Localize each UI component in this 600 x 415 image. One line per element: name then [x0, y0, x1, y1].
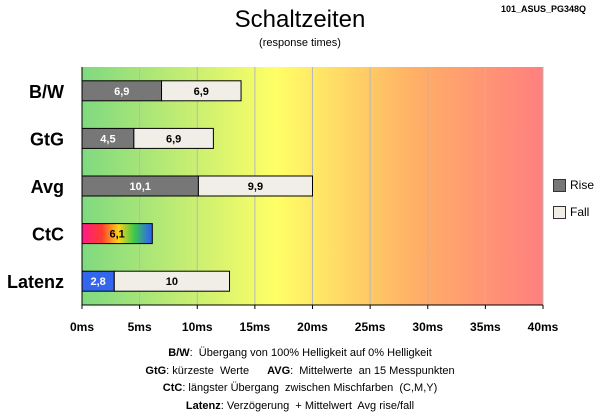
- footnote-text: : kürzeste Werte: [166, 364, 250, 377]
- legend-label-rise: Rise: [570, 178, 595, 192]
- category-label: GtG: [30, 129, 64, 149]
- figure-id: 101_ASUS_PG348Q: [500, 4, 586, 14]
- footnote-key: B/W: [168, 347, 190, 359]
- category-label: Latenz: [7, 272, 64, 292]
- footnote-ctc: CtC: längster Übergang zwischen Mischfar…: [0, 380, 600, 398]
- bar-rise: [81, 223, 153, 245]
- x-tick-label: 10ms: [182, 320, 213, 334]
- legend-swatch-fall: [553, 205, 566, 219]
- footnote-text: : längster Übergang zwischen Mischfarben…: [182, 382, 438, 394]
- response-time-chart: 0ms 5ms 10ms 15ms 20ms 25ms 30ms 35ms 40ms B/W 6,9…: [7, 67, 559, 334]
- bar-fall-label: 6,9: [194, 86, 209, 98]
- footnote-text: : Übergang von 100% Helligkeit auf 0% He…: [189, 347, 432, 359]
- bar-fall: [161, 80, 242, 102]
- bar-fall: [133, 127, 214, 149]
- bar-fall: [113, 270, 231, 292]
- footnote-key: GtG: [145, 364, 167, 377]
- x-tick-label: 5ms: [128, 320, 152, 334]
- bar-rise-label: 6,1: [110, 229, 125, 241]
- bar-rise-label: 2,8: [90, 276, 105, 288]
- legend-swatch-rise: [553, 178, 566, 192]
- footnote-gtg-avg: GtG: kürzeste Werte AVG: Mittelwerte an 1…: [0, 363, 600, 381]
- footnote-key: Latenz: [185, 399, 221, 412]
- footnote-bw: B/W: Übergang von 100% Helligkeit auf 0%…: [0, 345, 600, 363]
- legend-label-fall: Fall: [570, 205, 590, 219]
- x-tick-label: 35ms: [470, 320, 501, 334]
- bar-rise-label: 6,9: [114, 86, 129, 98]
- bar-fall-label: 9,9: [248, 181, 263, 193]
- footnote-key: AVG: [267, 364, 291, 377]
- bar-fall-label: 6,9: [166, 133, 181, 145]
- footnote-latenz: Latenz: Verzögerung + Mittelwert Avg ris…: [0, 398, 600, 415]
- bar-fall: [197, 175, 313, 197]
- footnote-text: : Verzögerung + Mittelwert Avg rise/fall: [220, 399, 415, 412]
- x-tick-label: 30ms: [412, 320, 443, 334]
- x-tick-label: 40ms: [528, 320, 559, 334]
- x-tick-label: 0ms: [70, 320, 94, 334]
- legend-item-fall: Fall: [553, 205, 589, 219]
- footnotes: B/W: Übergang von 100% Helligkeit auf 0%…: [0, 345, 600, 415]
- x-tick-label: 25ms: [355, 320, 386, 334]
- x-tick-label: 20ms: [297, 320, 328, 334]
- chart-title: Schaltzeiten: [234, 6, 366, 33]
- footnote-text: : Mittelwerte an 15 Messpunkten: [290, 364, 455, 377]
- legend-item-rise: Rise: [553, 178, 594, 192]
- bar-fall-label: 10: [166, 276, 178, 288]
- category-label: Avg: [31, 177, 64, 197]
- bar-rise-label: 10,1: [129, 181, 150, 193]
- footnote-key: CtC: [162, 382, 183, 394]
- bar-rise-label: 4,5: [100, 133, 115, 145]
- chart-subtitle: (response times): [259, 37, 341, 49]
- category-label: CtC: [32, 225, 64, 245]
- x-tick-label: 15ms: [240, 320, 271, 334]
- category-label: B/W: [29, 82, 64, 102]
